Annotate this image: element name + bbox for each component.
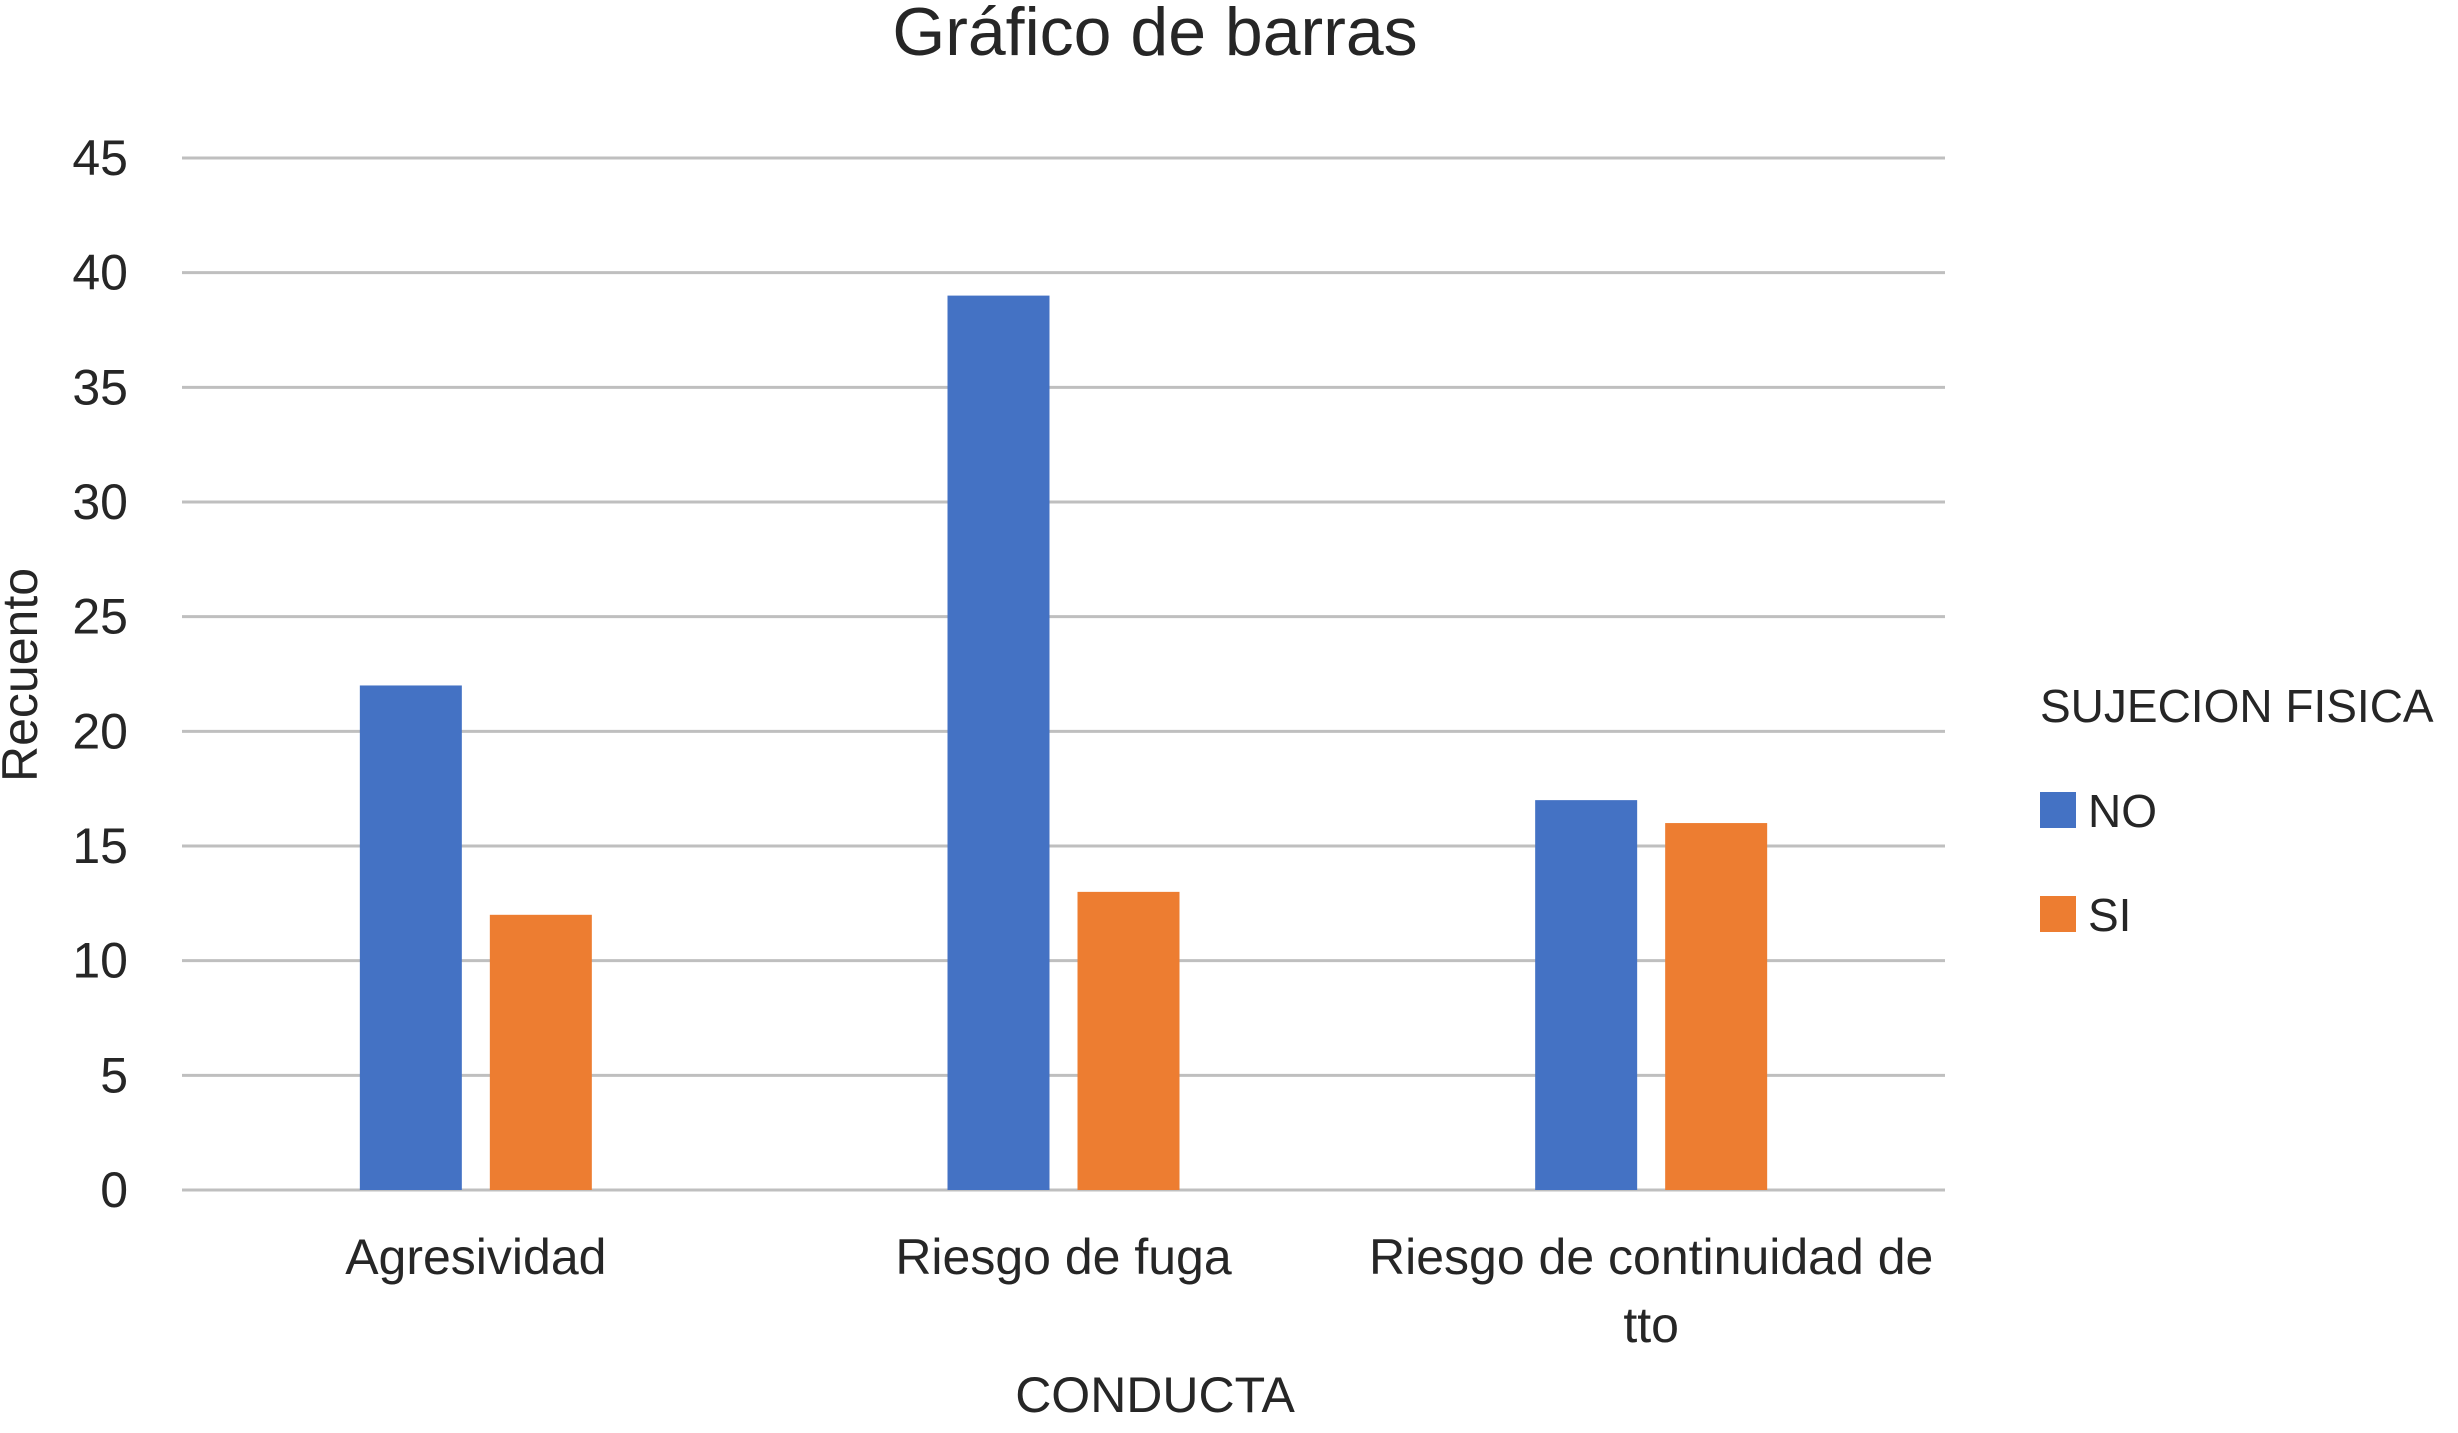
x-category-label: Riesgo de fuga bbox=[895, 1229, 1232, 1285]
gridlines bbox=[182, 156, 1945, 1192]
legend-label-no: NO bbox=[2088, 785, 2157, 837]
bar-no-0 bbox=[359, 685, 462, 1190]
y-tick-label: 40 bbox=[72, 245, 128, 301]
bar-si-0 bbox=[489, 914, 592, 1190]
x-category-label: Agresividad bbox=[345, 1229, 606, 1285]
bar-no-1 bbox=[947, 295, 1050, 1191]
x-category-label: tto bbox=[1623, 1297, 1679, 1353]
chart-title: Gráfico de barras bbox=[892, 0, 1417, 70]
legend: SUJECION FISICA NO SI bbox=[2040, 680, 2434, 941]
y-tick-label: 45 bbox=[72, 130, 128, 186]
legend-items: NO SI bbox=[2040, 785, 2157, 941]
x-category-label: Riesgo de continuidad de bbox=[1369, 1229, 1933, 1285]
bar-no-2 bbox=[1535, 800, 1638, 1190]
legend-label-si: SI bbox=[2088, 889, 2131, 941]
x-axis-title: CONDUCTA bbox=[1015, 1367, 1295, 1423]
bar-si-2 bbox=[1665, 823, 1768, 1190]
bar-si-1 bbox=[1077, 891, 1180, 1190]
y-tick-label: 10 bbox=[72, 933, 128, 989]
bars bbox=[359, 295, 1768, 1191]
legend-title: SUJECION FISICA bbox=[2040, 680, 2434, 732]
y-tick-label: 0 bbox=[100, 1162, 128, 1218]
y-tick-label: 20 bbox=[72, 703, 128, 759]
y-tick-label: 5 bbox=[100, 1047, 128, 1103]
y-axis-ticks: 0 5 10 15 20 25 30 35 40 45 bbox=[72, 130, 128, 1218]
x-axis-categories: Agresividad Riesgo de fuga Riesgo de conti… bbox=[345, 1229, 1933, 1353]
y-tick-label: 30 bbox=[72, 474, 128, 530]
y-tick-label: 35 bbox=[72, 359, 128, 415]
y-tick-label: 25 bbox=[72, 589, 128, 645]
y-axis-title: Recuento bbox=[0, 568, 48, 782]
legend-swatch-si bbox=[2040, 896, 2076, 932]
y-tick-label: 15 bbox=[72, 818, 128, 874]
legend-swatch-no bbox=[2040, 792, 2076, 828]
